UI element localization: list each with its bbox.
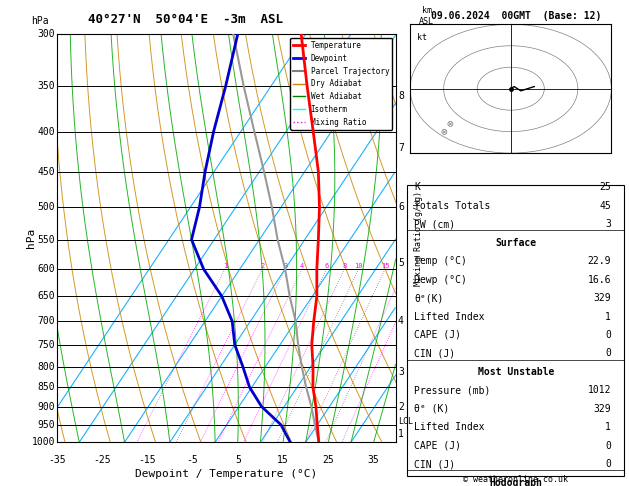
Text: 8: 8 <box>398 91 404 101</box>
Text: hPa: hPa <box>26 228 36 248</box>
Text: 0: 0 <box>605 330 611 340</box>
Text: 1: 1 <box>605 312 611 322</box>
Text: hPa: hPa <box>31 16 49 26</box>
Text: 500: 500 <box>37 202 55 212</box>
Text: 950: 950 <box>37 420 55 430</box>
Text: Totals Totals: Totals Totals <box>414 201 490 211</box>
Text: 700: 700 <box>37 316 55 326</box>
Text: 0: 0 <box>605 441 611 451</box>
Text: 900: 900 <box>37 401 55 412</box>
Text: Hodograph: Hodograph <box>489 478 542 486</box>
Text: 25: 25 <box>599 182 611 192</box>
Text: 6: 6 <box>325 263 328 269</box>
Text: 300: 300 <box>37 29 55 39</box>
Text: 45: 45 <box>599 201 611 211</box>
Text: 22.9: 22.9 <box>587 256 611 266</box>
Text: θᵉ (K): θᵉ (K) <box>414 404 449 414</box>
Text: 40°27'N  50°04'E  -3m  ASL: 40°27'N 50°04'E -3m ASL <box>88 13 283 26</box>
Bar <box>407 185 625 476</box>
Text: 1: 1 <box>223 263 227 269</box>
Text: Pressure (mb): Pressure (mb) <box>414 385 490 396</box>
Text: kt: kt <box>417 33 427 42</box>
Text: 1012: 1012 <box>587 385 611 396</box>
Text: 0: 0 <box>605 348 611 359</box>
Text: 15: 15 <box>381 263 389 269</box>
Text: Surface: Surface <box>495 238 537 248</box>
Text: Lifted Index: Lifted Index <box>414 422 484 433</box>
Text: 750: 750 <box>37 340 55 350</box>
Text: Lifted Index: Lifted Index <box>414 312 484 322</box>
Text: 329: 329 <box>593 293 611 303</box>
Text: 5: 5 <box>235 454 241 465</box>
Text: 5: 5 <box>398 259 404 268</box>
Text: 600: 600 <box>37 264 55 274</box>
Text: 1000: 1000 <box>31 437 55 447</box>
Text: 850: 850 <box>37 382 55 392</box>
Text: -35: -35 <box>48 454 65 465</box>
Text: ⊗: ⊗ <box>440 127 447 137</box>
Text: 3: 3 <box>605 219 611 229</box>
Text: 7: 7 <box>398 143 404 153</box>
Text: ⊗: ⊗ <box>447 118 454 128</box>
Text: Mixing Ratio (g/kg): Mixing Ratio (g/kg) <box>414 191 423 286</box>
Text: K: K <box>414 182 420 192</box>
Text: 6: 6 <box>398 202 404 212</box>
Text: CAPE (J): CAPE (J) <box>414 441 461 451</box>
Text: 4: 4 <box>300 263 304 269</box>
Text: 800: 800 <box>37 362 55 372</box>
Text: 4: 4 <box>398 316 404 326</box>
Text: CIN (J): CIN (J) <box>414 459 455 469</box>
Text: 1: 1 <box>605 422 611 433</box>
Text: 0: 0 <box>605 459 611 469</box>
Text: 25: 25 <box>323 454 334 465</box>
Text: 35: 35 <box>368 454 379 465</box>
Text: Dewpoint / Temperature (°C): Dewpoint / Temperature (°C) <box>135 469 318 479</box>
Text: 09.06.2024  00GMT  (Base: 12): 09.06.2024 00GMT (Base: 12) <box>431 11 601 21</box>
Text: θᵉ(K): θᵉ(K) <box>414 293 443 303</box>
Text: -5: -5 <box>187 454 198 465</box>
Text: CAPE (J): CAPE (J) <box>414 330 461 340</box>
Text: 2: 2 <box>398 401 404 412</box>
Text: 1: 1 <box>398 429 404 439</box>
Text: © weatheronline.co.uk: © weatheronline.co.uk <box>464 474 568 484</box>
Text: Most Unstable: Most Unstable <box>477 367 554 377</box>
Text: 550: 550 <box>37 235 55 244</box>
Legend: Temperature, Dewpoint, Parcel Trajectory, Dry Adiabat, Wet Adiabat, Isotherm, Mi: Temperature, Dewpoint, Parcel Trajectory… <box>290 38 392 130</box>
Text: Temp (°C): Temp (°C) <box>414 256 467 266</box>
Text: PW (cm): PW (cm) <box>414 219 455 229</box>
Text: -25: -25 <box>93 454 111 465</box>
Text: 3: 3 <box>283 263 287 269</box>
Text: -15: -15 <box>138 454 156 465</box>
Text: 16.6: 16.6 <box>587 275 611 285</box>
Text: Dewp (°C): Dewp (°C) <box>414 275 467 285</box>
Text: 2: 2 <box>260 263 264 269</box>
Text: 329: 329 <box>593 404 611 414</box>
Text: 15: 15 <box>277 454 289 465</box>
Text: km
ASL: km ASL <box>420 6 435 26</box>
Text: LCL: LCL <box>398 417 413 426</box>
Text: 3: 3 <box>398 366 404 377</box>
Text: 10: 10 <box>354 263 363 269</box>
Text: 400: 400 <box>37 126 55 137</box>
Text: CIN (J): CIN (J) <box>414 348 455 359</box>
Text: 8: 8 <box>342 263 347 269</box>
Text: 450: 450 <box>37 167 55 176</box>
Text: 350: 350 <box>37 81 55 91</box>
Text: 650: 650 <box>37 291 55 301</box>
